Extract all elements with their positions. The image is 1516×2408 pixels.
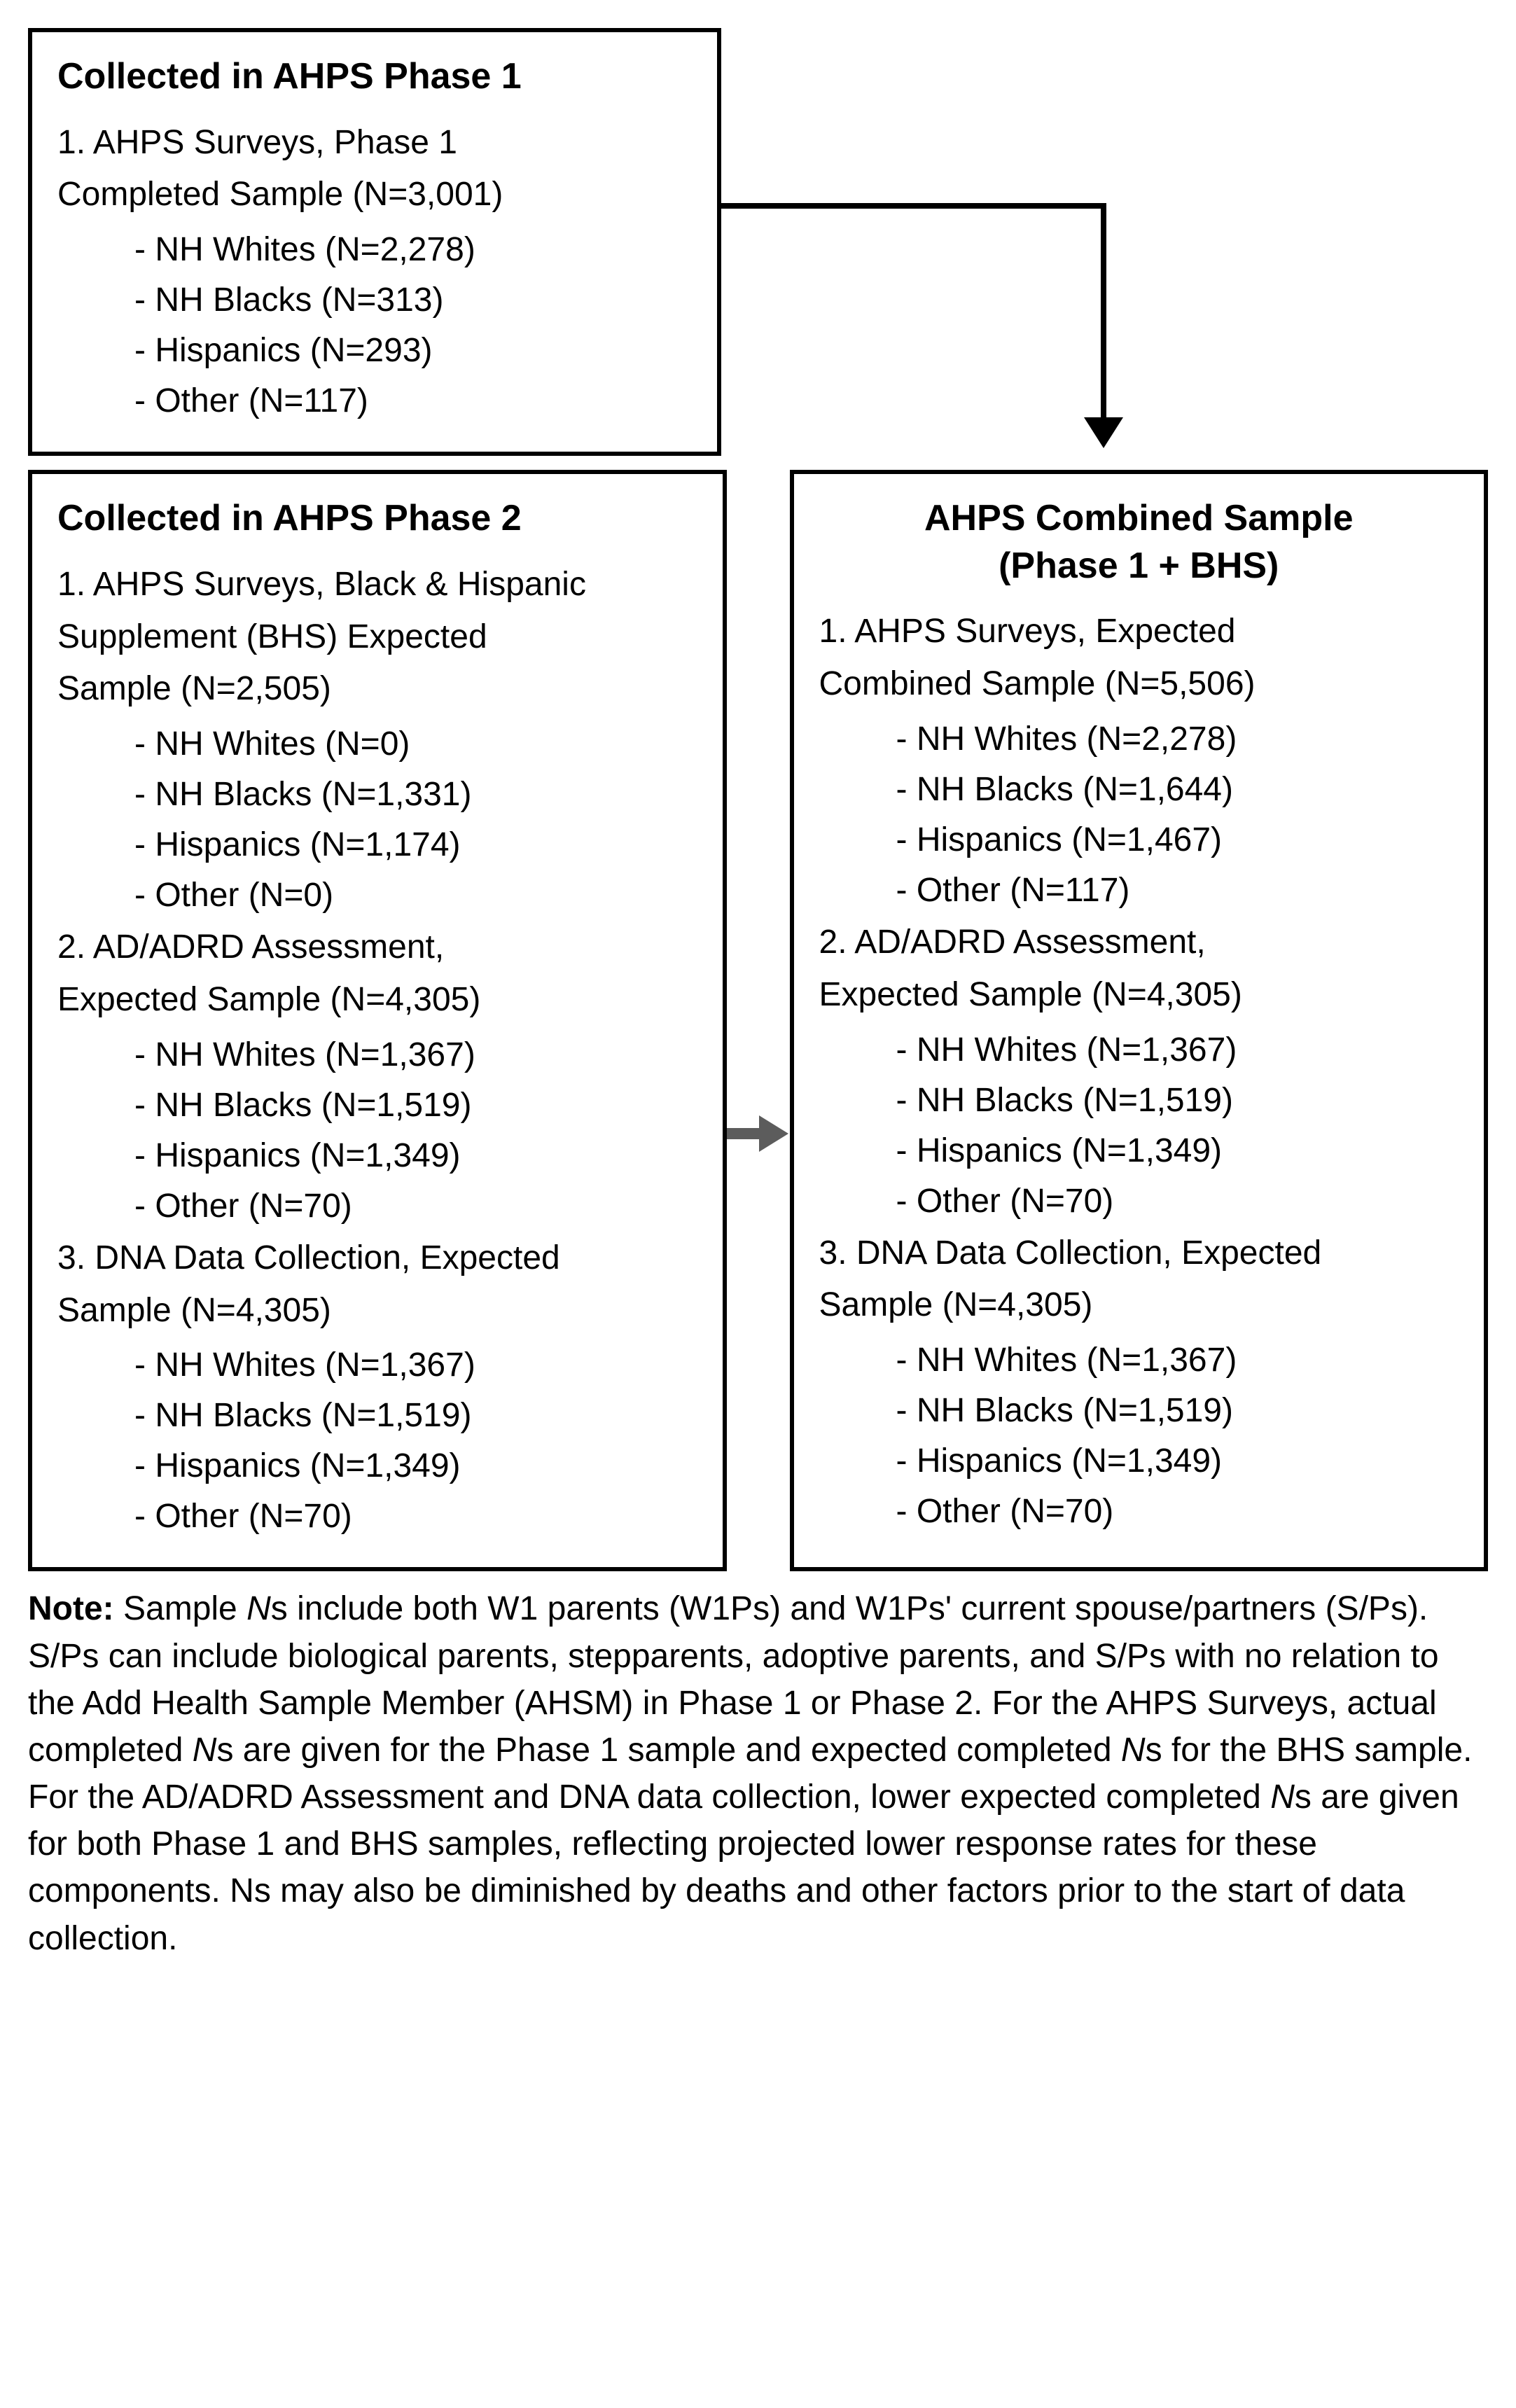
- subitem: NH Blacks (N=1,331): [57, 770, 697, 820]
- subitem: Other (N=117): [819, 865, 1459, 916]
- subitem: Other (N=0): [57, 870, 697, 921]
- section-heading: 2. AD/ADRD Assessment,: [57, 925, 697, 970]
- subitem: NH Blacks (N=1,519): [57, 1080, 697, 1131]
- connector-phase1-to-combined-v: [1101, 203, 1106, 420]
- section-heading: Completed Sample (N=3,001): [57, 172, 692, 218]
- note-italic-4: N: [1270, 1779, 1295, 1816]
- arrowhead-right-icon: [759, 1115, 788, 1152]
- note-body-2: s are given for the Phase 1 sample and e…: [216, 1732, 1120, 1769]
- phase2-box: Collected in AHPS Phase 2 1. AHPS Survey…: [28, 470, 727, 1571]
- combined-section-0: 1. AHPS Surveys, Expected Combined Sampl…: [819, 609, 1459, 916]
- section-heading: Combined Sample (N=5,506): [819, 662, 1459, 707]
- subitem: NH Whites (N=1,367): [819, 1335, 1459, 1386]
- phase1-title: Collected in AHPS Phase 1: [57, 53, 692, 101]
- subitem: Hispanics (N=1,349): [57, 1441, 697, 1491]
- note-text: Note: Sample Ns include both W1 parents …: [28, 1585, 1488, 1962]
- phase1-box: Collected in AHPS Phase 1 1. AHPS Survey…: [28, 28, 721, 456]
- section-heading: 3. DNA Data Collection, Expected: [819, 1231, 1459, 1276]
- subitem: NH Blacks (N=1,519): [57, 1391, 697, 1441]
- note-label: Note:: [28, 1590, 114, 1627]
- bottom-row: Collected in AHPS Phase 2 1. AHPS Survey…: [28, 470, 1488, 1571]
- section-heading: Supplement (BHS) Expected: [57, 615, 697, 660]
- subitem: Other (N=117): [57, 376, 692, 426]
- phase2-section-2: 3. DNA Data Collection, Expected Sample …: [57, 1236, 697, 1543]
- subitem: NH Blacks (N=1,519): [819, 1076, 1459, 1126]
- arrowhead-down-icon: [1084, 417, 1123, 448]
- phase1-section-0: 1. AHPS Surveys, Phase 1 Completed Sampl…: [57, 120, 692, 427]
- subitem: NH Whites (N=1,367): [57, 1340, 697, 1391]
- note-italic-1: N: [246, 1590, 271, 1627]
- connector-phase2-to-combined: [727, 1128, 762, 1139]
- subitem: Hispanics (N=1,349): [819, 1126, 1459, 1176]
- flowchart-diagram: Collected in AHPS Phase 1 1. AHPS Survey…: [28, 28, 1488, 1962]
- connector-phase1-to-combined-h: [721, 203, 1106, 209]
- combined-title-l2: (Phase 1 + BHS): [999, 545, 1279, 586]
- section-heading: 1. AHPS Surveys, Expected: [819, 609, 1459, 655]
- combined-box: AHPS Combined Sample (Phase 1 + BHS) 1. …: [790, 470, 1489, 1571]
- note-italic-2: N: [193, 1732, 217, 1769]
- section-heading: 3. DNA Data Collection, Expected: [57, 1236, 697, 1281]
- section-heading: 2. AD/ADRD Assessment,: [819, 920, 1459, 966]
- subitem: NH Whites (N=1,367): [57, 1030, 697, 1080]
- section-heading: 1. AHPS Surveys, Phase 1: [57, 120, 692, 166]
- subitem: NH Blacks (N=313): [57, 275, 692, 326]
- subitem: Other (N=70): [819, 1487, 1459, 1537]
- phase2-section-1: 2. AD/ADRD Assessment, Expected Sample (…: [57, 925, 697, 1232]
- subitem: Hispanics (N=1,349): [819, 1436, 1459, 1487]
- combined-section-1: 2. AD/ADRD Assessment, Expected Sample (…: [819, 920, 1459, 1227]
- section-heading: 1. AHPS Surveys, Black & Hispanic: [57, 562, 697, 608]
- subitem: Other (N=70): [57, 1491, 697, 1542]
- note-italic-3: N: [1121, 1732, 1146, 1769]
- section-heading: Expected Sample (N=4,305): [819, 973, 1459, 1018]
- phase2-section-0: 1. AHPS Surveys, Black & Hispanic Supple…: [57, 562, 697, 921]
- section-heading: Sample (N=4,305): [819, 1283, 1459, 1328]
- subitem: NH Whites (N=1,367): [819, 1025, 1459, 1076]
- combined-title-l1: AHPS Combined Sample: [924, 498, 1354, 538]
- subitem: Hispanics (N=1,467): [819, 815, 1459, 865]
- subitem: Other (N=70): [819, 1176, 1459, 1227]
- section-heading: Sample (N=2,505): [57, 667, 697, 712]
- subitem: Other (N=70): [57, 1181, 697, 1232]
- subitem: NH Whites (N=0): [57, 719, 697, 770]
- section-heading: Expected Sample (N=4,305): [57, 977, 697, 1023]
- subitem: Hispanics (N=1,349): [57, 1131, 697, 1181]
- section-heading: Sample (N=4,305): [57, 1288, 697, 1334]
- subitem: NH Blacks (N=1,519): [819, 1386, 1459, 1436]
- note-body-pre: Sample: [114, 1590, 246, 1627]
- subitem: NH Blacks (N=1,644): [819, 765, 1459, 815]
- phase2-title: Collected in AHPS Phase 2: [57, 495, 697, 543]
- subitem: Hispanics (N=1,174): [57, 820, 697, 870]
- subitem: Hispanics (N=293): [57, 326, 692, 376]
- combined-title: AHPS Combined Sample (Phase 1 + BHS): [819, 495, 1459, 590]
- subitem: NH Whites (N=2,278): [57, 225, 692, 275]
- combined-section-2: 3. DNA Data Collection, Expected Sample …: [819, 1231, 1459, 1538]
- subitem: NH Whites (N=2,278): [819, 714, 1459, 765]
